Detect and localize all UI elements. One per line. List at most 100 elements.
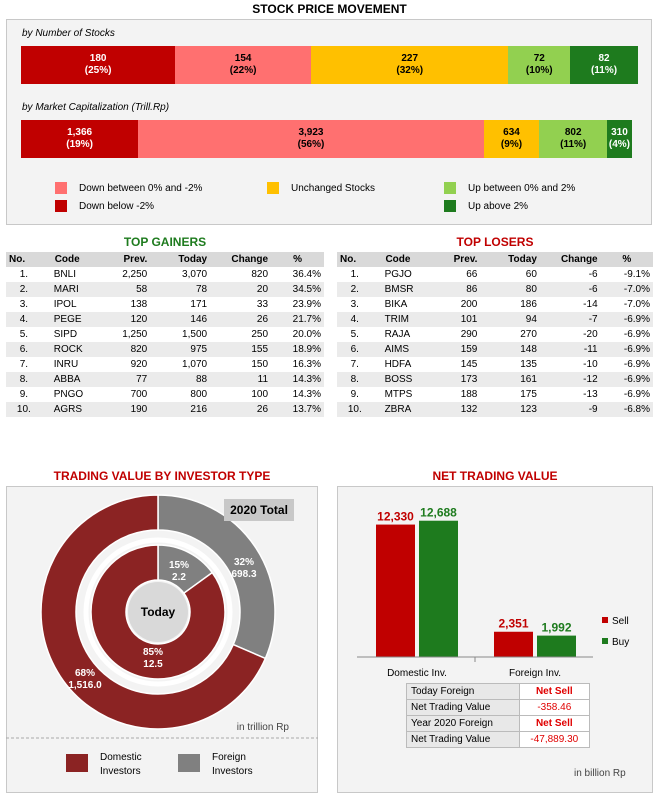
table-cell: 1,500: [182, 329, 208, 340]
legend-foreign-swatch: [178, 754, 200, 772]
table-cell: 148: [480, 342, 540, 357]
by_cap-segment-label: 1,366 (19%): [66, 127, 93, 151]
table-cell: -9.1%: [623, 269, 650, 280]
segment-value: 72: [533, 53, 545, 64]
by_cap-segment-label: 802 (11%): [560, 127, 586, 151]
table-cell: 14.3%: [292, 389, 321, 400]
table-cell: 3.: [19, 299, 29, 310]
by_cap-segment-2: 3,923 (56%): [138, 120, 484, 158]
table-cell: 5.: [19, 329, 29, 340]
table-cell: 3,070: [182, 269, 208, 280]
table-row: 3. IPOL 138 171 33 23.9%: [6, 297, 324, 312]
table-cell: 155: [210, 342, 272, 357]
table-cell: AIMS: [372, 342, 424, 357]
net-bar-buy: [419, 520, 458, 657]
table-row: 7. INRU 920 1,070 150 16.3%: [6, 357, 324, 372]
net-legend-swatch: [602, 638, 608, 644]
table-cell: 820: [251, 269, 269, 280]
legend-up-label: Up between 0% and 2%: [468, 182, 576, 194]
table-cell: -12: [539, 372, 601, 387]
investor-donut-chart: 32% 698.3 68% 1,516.0 15% 2.2 85% 12.5 T…: [6, 494, 318, 777]
table-cell: -10: [583, 359, 598, 370]
table-cell: 123: [480, 402, 540, 417]
donut-center: [128, 582, 188, 642]
by_cap-segment-3: 634 (9%): [483, 120, 540, 158]
table-cell: 16.3%: [292, 359, 321, 370]
table-cell: 216: [150, 402, 211, 417]
net-unit-note: in billion Rp: [574, 768, 626, 779]
table-cell: 975: [150, 342, 211, 357]
segment-value: 227: [401, 53, 419, 64]
table-cell: 34.5%: [271, 282, 324, 297]
segment-value: 634: [503, 127, 520, 138]
year-status: Net Sell: [518, 715, 591, 732]
net-bar-label: 12,330: [377, 510, 414, 524]
table-cell: 78: [150, 282, 211, 297]
table-cell: 161: [480, 372, 540, 387]
by-number-label: by Number of Stocks: [22, 28, 115, 39]
table-cell: BNLI: [53, 269, 76, 280]
by-cap-bar: 1,366 (19%) 3,923 (56%) 634 (9%) 802 (11%) 310 (4…: [21, 120, 638, 158]
stock-price-movement-title: STOCK PRICE MOVEMENT: [252, 2, 407, 16]
net-bar-label: 1,992: [541, 621, 571, 635]
net-legend-label: Sell: [612, 616, 629, 627]
losers-header-cell: Prev.: [423, 252, 481, 267]
table-row: 4. PEGE 120 146 26 21.7%: [6, 312, 324, 327]
net-trading-title: NET TRADING VALUE: [432, 469, 558, 483]
table-cell: 33: [256, 299, 269, 310]
table-cell: 700: [130, 389, 148, 400]
table-row: 6. ROCK 820 975 155 18.9%: [6, 342, 324, 357]
table-cell: PGJO: [384, 269, 412, 280]
table-row: 8. ABBA 77 88 11 14.3%: [6, 372, 324, 387]
losers-header-cell: No.: [337, 252, 373, 267]
gainers-header-cell: No.: [6, 252, 42, 267]
table-cell: 1,070: [182, 359, 208, 370]
table-cell: 120: [92, 312, 151, 327]
table-cell: 66: [466, 269, 478, 280]
table-cell: 94: [480, 312, 540, 327]
inner-foreign-pct: 15%: [169, 560, 189, 571]
table-cell: 1.: [19, 269, 29, 280]
segment-pct: (25%): [84, 65, 112, 76]
table-cell: -6.9%: [623, 329, 650, 340]
legend-domestic-1: Domestic: [100, 752, 142, 763]
by_cap-segment-label: 3,923 (56%): [298, 127, 325, 151]
segment-pct: (32%): [396, 65, 424, 76]
table-row: 3. BIKA 200 186 -14 -7.0%: [337, 297, 653, 312]
segment-pct: (10%): [525, 65, 553, 76]
donut-ring-separator: [83, 537, 233, 687]
table-cell: 8.: [6, 372, 42, 387]
table-cell: -6: [539, 282, 601, 297]
table-cell: 159: [423, 342, 481, 357]
table-cell: 88: [150, 372, 211, 387]
total-label-box: [224, 499, 294, 521]
segment-pct: (4%): [608, 139, 630, 150]
legend-up-big: Up above 2%: [444, 200, 528, 212]
table-cell: ABBA: [41, 372, 93, 387]
table-cell: 80: [480, 282, 540, 297]
table-cell: 132: [423, 402, 481, 417]
legend-domestic-2: Investors: [100, 766, 141, 777]
table-cell: 190: [92, 402, 151, 417]
table-cell: MARI: [41, 282, 93, 297]
net-bar-label: 2,351: [498, 617, 528, 631]
table-cell: 186: [520, 299, 537, 310]
table-cell: -6.9%: [623, 389, 650, 400]
by_cap-segment-5: 310 (4%): [607, 120, 632, 158]
by_number-segment-3: 227 (32%): [310, 46, 509, 84]
segment-value: 154: [234, 53, 252, 64]
by_number-segment-label: 72 (10%): [526, 53, 553, 77]
table-cell: 173: [423, 372, 481, 387]
today-row-2: Net Trading Value -358.46: [406, 699, 591, 716]
table-cell: ZBRA: [372, 402, 424, 417]
investor-unit-note: in trillion Rp: [237, 722, 290, 733]
segment-pct: (11%): [590, 65, 618, 76]
net-category-label: Domestic Inv.: [387, 668, 447, 679]
table-cell: -6.9%: [600, 342, 653, 357]
by_number-segment-5: 82 (11%): [570, 46, 638, 84]
table-cell: 820: [92, 342, 151, 357]
table-cell: 8.: [337, 372, 373, 387]
table-cell: PNGO: [53, 389, 84, 400]
segment-value: 3,923: [298, 127, 324, 138]
table-cell: -13: [583, 389, 598, 400]
